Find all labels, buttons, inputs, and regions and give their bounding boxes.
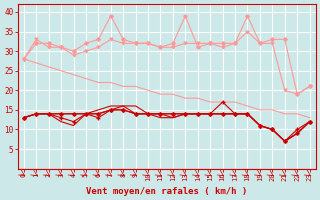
X-axis label: Vent moyen/en rafales ( km/h ): Vent moyen/en rafales ( km/h ) [86,187,247,196]
